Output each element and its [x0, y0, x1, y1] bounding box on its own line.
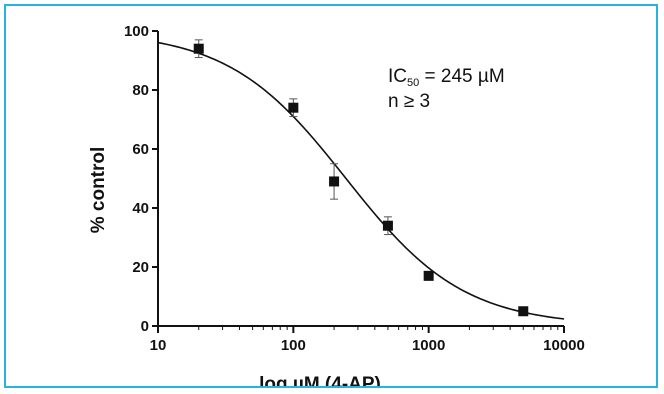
data-point — [329, 176, 340, 187]
x-tick-label: 10 — [150, 337, 167, 354]
y-tick-label: 40 — [132, 200, 149, 217]
chart-frame: 0 20 40 60 80 100 10 100 1000 10000 log µM (4-AP)… — [4, 4, 658, 388]
n-annotation: n ≥ 3 — [388, 91, 430, 112]
ic50-annotation: IC50 = 245 µM — [388, 66, 505, 89]
y-tick-label: 60 — [132, 141, 149, 158]
x-tick-label: 1000 — [412, 337, 445, 354]
ic50-subscript: 50 — [407, 77, 419, 89]
dose-response-chart: 0 20 40 60 80 100 10 100 1000 10000 log µM (4-AP)… — [88, 23, 585, 388]
y-tick-label: 0 — [141, 318, 149, 335]
y-tick-label: 100 — [124, 23, 149, 40]
x-tick-label: 10000 — [543, 337, 585, 354]
data-point — [193, 43, 204, 54]
x-tick-label: 100 — [281, 337, 306, 354]
y-tick-label: 20 — [132, 259, 149, 276]
data-point — [382, 220, 393, 231]
fit-curve — [157, 41, 565, 320]
data-points-layer — [193, 39, 529, 317]
y-axis-title: % control — [88, 147, 109, 234]
data-point — [423, 270, 434, 281]
y-tick-label: 80 — [132, 82, 149, 99]
ic50-prefix: IC — [388, 66, 407, 87]
ic50-value: = 245 µM — [419, 66, 504, 87]
data-point — [288, 102, 299, 113]
fit-curve-layer — [157, 41, 565, 320]
x-axis-title: log µM (4-AP) — [259, 374, 381, 388]
data-point — [518, 306, 529, 317]
axes: 0 20 40 60 80 100 10 100 1000 10000 — [124, 23, 585, 354]
